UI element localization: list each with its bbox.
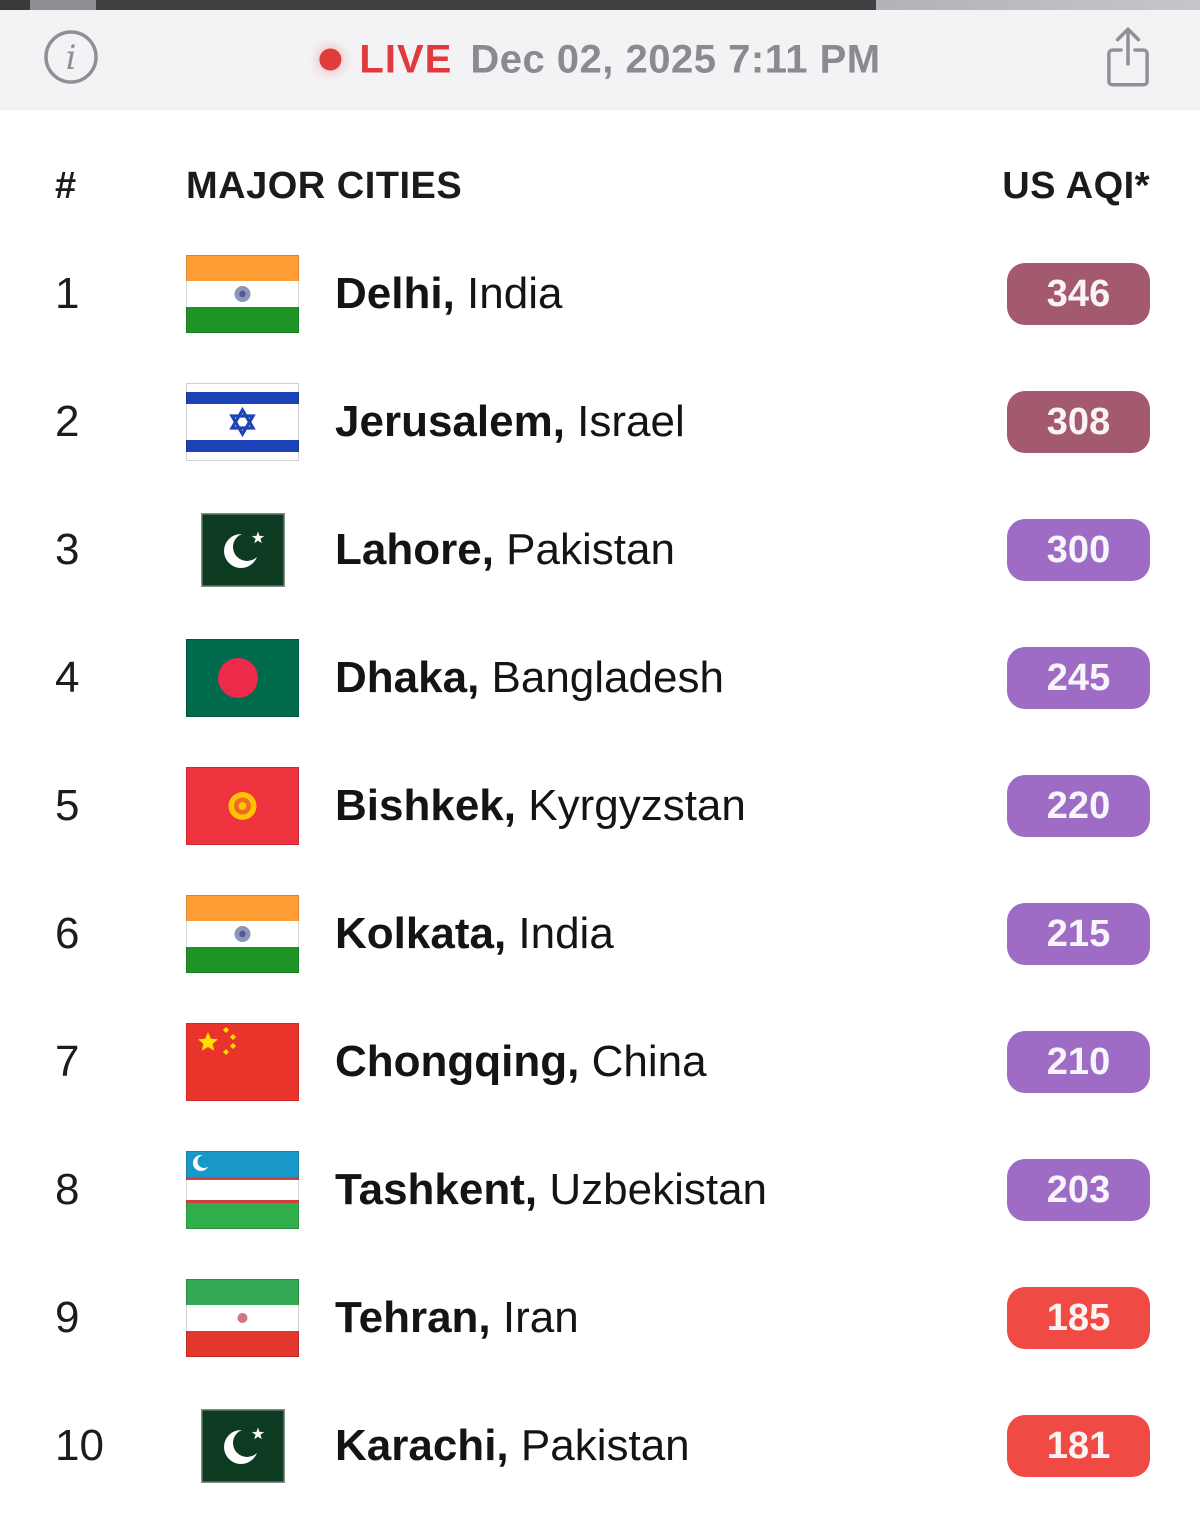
country-name: Pakistan: [506, 525, 675, 574]
aqi-badge: 181: [1007, 1415, 1150, 1477]
row-rank: 10: [55, 1421, 104, 1470]
city-name: Delhi,: [335, 269, 468, 318]
row-rank: 5: [55, 781, 80, 830]
country-flag: [186, 639, 299, 717]
country-flag: [186, 255, 299, 333]
city-label: Lahore, Pakistan: [335, 525, 1007, 575]
country-flag: [186, 1279, 299, 1357]
table-row[interactable]: 10 Karachi, Pakistan 181: [55, 1382, 1150, 1510]
city-label: Jerusalem, Israel: [335, 397, 1007, 447]
table-row[interactable]: 3 Lahore, Pakistan 300: [55, 486, 1150, 614]
country-name: Uzbekistan: [549, 1165, 768, 1214]
city-name: Dhaka,: [335, 653, 492, 702]
rank-column-header: #: [55, 164, 77, 207]
city-name: Tehran,: [335, 1293, 503, 1342]
table-row[interactable]: 4 Dhaka, Bangladesh 245: [55, 614, 1150, 742]
aqi-column-header: US AQI*: [1002, 164, 1150, 207]
city-label: Tehran, Iran: [335, 1293, 1007, 1343]
aqi-badge: 308: [1007, 391, 1150, 453]
country-flag: [186, 383, 299, 461]
country-name: Pakistan: [520, 1421, 690, 1470]
city-label: Dhaka, Bangladesh: [335, 653, 1007, 703]
table-row[interactable]: 7 Chongqing, China 210: [55, 998, 1150, 1126]
row-rank: 3: [55, 525, 80, 574]
city-name: Bishkek,: [335, 781, 529, 830]
table-row[interactable]: 2 Jerusalem, Israel 308: [55, 358, 1150, 486]
aqi-badge: 203: [1007, 1159, 1150, 1221]
aqi-badge: 245: [1007, 647, 1150, 709]
aqi-badge: 185: [1007, 1287, 1150, 1349]
country-flag: [186, 1023, 299, 1101]
country-flag: [186, 767, 299, 845]
row-rank: 8: [55, 1165, 80, 1214]
cities-column-header: MAJOR CITIES: [186, 164, 463, 207]
country-flag: [186, 1407, 299, 1485]
country-flag: [186, 1151, 299, 1229]
country-flag: [186, 511, 299, 589]
live-label: LIVE: [359, 37, 453, 81]
info-button[interactable]: i: [42, 28, 100, 91]
row-rank: 9: [55, 1293, 80, 1342]
row-rank: 1: [55, 269, 80, 318]
country-name: India: [518, 909, 614, 958]
row-rank: 4: [55, 653, 80, 702]
info-icon: i: [42, 28, 100, 91]
row-rank: 6: [55, 909, 80, 958]
country-name: Iran: [502, 1293, 579, 1342]
city-label: Tashkent, Uzbekistan: [335, 1165, 1007, 1215]
city-name: Jerusalem,: [335, 397, 578, 446]
table-row[interactable]: 8 Tashkent, Uzbekistan 203: [55, 1126, 1150, 1254]
city-label: Chongqing, China: [335, 1037, 1007, 1087]
top-bar: i LIVE Dec 02, 2025 7:11 PM: [0, 10, 1200, 110]
aqi-badge: 300: [1007, 519, 1150, 581]
aqi-badge: 220: [1007, 775, 1150, 837]
row-rank: 2: [55, 397, 80, 446]
table-row[interactable]: 6 Kolkata, India 215: [55, 870, 1150, 998]
city-label: Delhi, India: [335, 269, 1007, 319]
timestamp: Dec 02, 2025 7:11 PM: [470, 37, 881, 81]
country-name: Israel: [577, 397, 685, 446]
country-flag: [186, 895, 299, 973]
country-name: Kyrgyzstan: [528, 781, 746, 830]
aqi-ranking-table: # MAJOR CITIES US AQI* 1 Delhi, India 34…: [0, 162, 1200, 1510]
table-row[interactable]: 9 Tehran, Iran 185: [55, 1254, 1150, 1382]
svg-text:i: i: [66, 38, 77, 78]
ranking-rows: 1 Delhi, India 346 2 Jerusalem, Israel 3…: [55, 230, 1150, 1510]
row-rank: 7: [55, 1037, 80, 1086]
cropped-status-strip: [0, 0, 1200, 10]
city-name: Karachi,: [335, 1421, 521, 1470]
city-name: Chongqing,: [335, 1037, 592, 1086]
country-name: Bangladesh: [491, 653, 724, 702]
live-dot-icon: [319, 48, 342, 71]
country-name: India: [467, 269, 563, 318]
share-button[interactable]: [1098, 27, 1158, 93]
city-name: Kolkata,: [335, 909, 519, 958]
city-label: Bishkek, Kyrgyzstan: [335, 781, 1007, 831]
city-name: Lahore,: [335, 525, 507, 574]
table-row[interactable]: 5 Bishkek, Kyrgyzstan 220: [55, 742, 1150, 870]
live-status: LIVE Dec 02, 2025 7:11 PM: [319, 37, 880, 82]
aqi-badge: 215: [1007, 903, 1150, 965]
city-label: Karachi, Pakistan: [335, 1421, 1007, 1471]
aqi-badge: 346: [1007, 263, 1150, 325]
country-name: China: [591, 1037, 707, 1086]
table-header: # MAJOR CITIES US AQI*: [55, 162, 1150, 210]
aqi-badge: 210: [1007, 1031, 1150, 1093]
city-name: Tashkent,: [335, 1165, 550, 1214]
city-label: Kolkata, India: [335, 909, 1007, 959]
share-icon: [1100, 24, 1156, 95]
table-row[interactable]: 1 Delhi, India 346: [55, 230, 1150, 358]
